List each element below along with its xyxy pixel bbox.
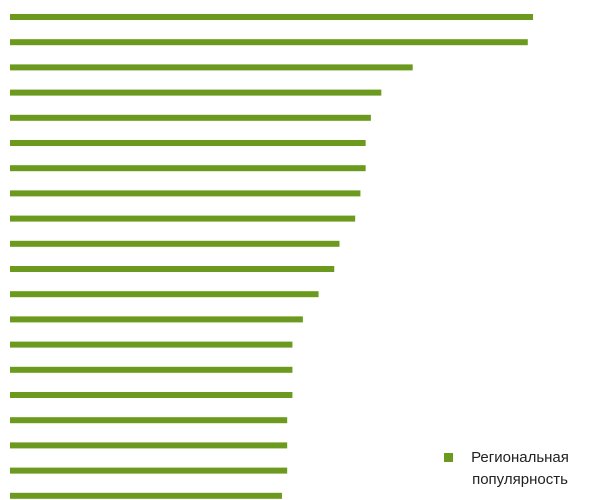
bar (10, 366, 293, 373)
bar (10, 190, 361, 197)
bar (10, 341, 293, 348)
bar (10, 14, 533, 20)
bar (10, 442, 288, 449)
bar (10, 165, 366, 172)
bar (10, 140, 366, 146)
bar (10, 39, 528, 46)
bar (10, 215, 356, 222)
bar (10, 291, 319, 298)
bar (10, 64, 413, 71)
bar (10, 417, 288, 424)
bar (10, 392, 293, 398)
legend-swatch (444, 453, 453, 462)
bar (10, 492, 282, 499)
bar (10, 467, 288, 474)
legend: Региональная популярность (444, 447, 590, 491)
bar (10, 266, 335, 272)
bar (10, 316, 303, 323)
bar (10, 240, 340, 247)
legend-label: Региональная популярность (471, 449, 569, 488)
bar (10, 114, 371, 121)
bar (10, 89, 382, 96)
